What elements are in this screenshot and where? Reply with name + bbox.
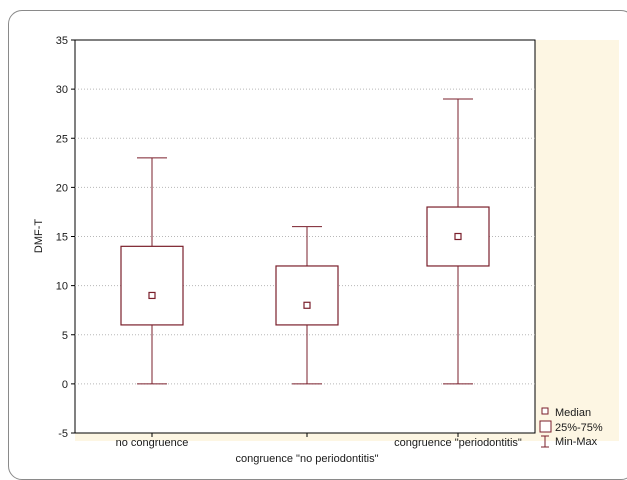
median-marker [303,301,311,309]
legend-minmax-label: Min-Max [555,436,598,448]
median-marker [454,232,462,241]
y-tick-label: 0 [62,379,68,391]
iqr-box [275,265,339,326]
x-axis-labels: no congruence congruence "no periodontiti… [116,437,522,465]
box-group [120,157,184,437]
legend-box-label: 25%-75% [555,422,603,434]
y-axis-label: DMF-T [33,219,45,253]
y-axis-ticks: -5 0 5 10 15 20 25 30 35 [56,35,75,440]
y-tick-label: -5 [58,428,68,440]
boxplot-chart: -5 0 5 10 15 20 25 30 35 DMF-T no congruence cong… [33,35,619,465]
median-marker [148,291,156,300]
y-tick-label: 25 [56,133,68,145]
x-category-label: no congruence [116,437,189,449]
legend-median-symbol [541,407,549,415]
y-tick-label: 10 [56,281,68,293]
legend: Median 25%-75% Min-Max [539,407,603,448]
y-tick-label: 30 [56,84,68,96]
x-category-label: congruence "periodontitis" [394,437,522,449]
box-group [426,98,490,437]
y-tick-label: 35 [56,35,68,47]
y-tick-label: 15 [56,232,68,244]
iqr-box [120,245,184,326]
box-group [275,226,339,437]
x-category-label: congruence "no periodontitis" [236,453,379,465]
legend-median-label: Median [555,407,591,419]
legend-box-symbol [539,420,552,433]
boxes [120,98,490,437]
y-tick-label: 5 [62,330,68,342]
y-tick-label: 20 [56,182,68,194]
